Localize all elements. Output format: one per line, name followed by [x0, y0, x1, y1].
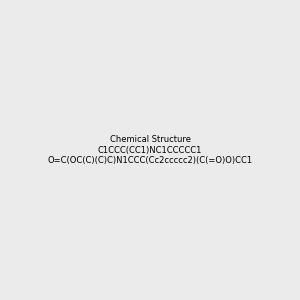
Text: Chemical Structure
C1CCC(CC1)NC1CCCCC1
O=C(OC(C)(C)C)N1CCC(Cc2ccccc2)(C(=O)O)CC1: Chemical Structure C1CCC(CC1)NC1CCCCC1 O… [47, 135, 253, 165]
